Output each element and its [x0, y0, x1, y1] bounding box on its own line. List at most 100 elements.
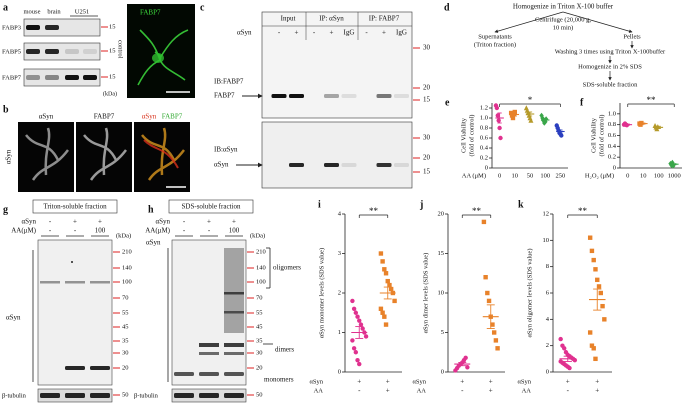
data-point — [378, 251, 384, 256]
condition-label: - — [49, 218, 52, 226]
band — [224, 292, 244, 295]
band — [341, 94, 357, 98]
micrograph — [127, 4, 195, 98]
condition-name: αSyn — [155, 218, 170, 226]
lane-label: + — [330, 29, 334, 37]
y-tick-label: 0.4 — [480, 144, 489, 151]
artifact — [71, 261, 73, 263]
y-tick-label: 0.6 — [608, 132, 617, 139]
title-box — [168, 199, 254, 214]
marker-label: 35 — [122, 337, 129, 344]
data-point — [382, 314, 387, 319]
data-point — [528, 117, 534, 123]
data-point — [481, 219, 487, 225]
data-point — [567, 365, 572, 371]
significance-label: ** — [472, 206, 482, 216]
condition-label: - — [183, 227, 186, 235]
band — [224, 352, 244, 355]
band — [324, 163, 339, 167]
condition-label: + — [207, 218, 211, 226]
y-tick-label: 0 — [613, 164, 616, 171]
x-tick-label: 0 — [498, 172, 501, 179]
data-point — [485, 290, 490, 296]
band — [271, 94, 287, 98]
y-tick-label: 10 — [438, 289, 445, 296]
band — [174, 393, 194, 398]
band — [90, 393, 110, 398]
marker-label: 55 — [256, 309, 263, 316]
ib-label: IB:FABP7 — [214, 78, 244, 86]
condition-name: αSyn — [309, 378, 323, 385]
y-tick-label: 0.8 — [480, 124, 488, 131]
column-label: FABP7 — [94, 113, 115, 121]
band — [65, 281, 85, 284]
y-tick-label: 1 — [338, 329, 341, 336]
condition-label: + — [489, 387, 493, 395]
data-point — [363, 334, 369, 339]
y-tick-label: 6 — [546, 289, 550, 296]
data-point — [383, 322, 389, 327]
data-point — [508, 110, 514, 116]
group-label: IP: FABP7 — [369, 15, 400, 23]
arrow — [494, 11, 564, 33]
data-point — [463, 355, 468, 360]
condition-name: αSyn — [517, 378, 531, 385]
band — [26, 75, 40, 80]
y-tick-label: 0 — [338, 368, 341, 375]
group-label: IP: αSyn — [319, 15, 344, 23]
data-point — [495, 346, 500, 351]
marker-label: 70 — [256, 294, 263, 301]
data-point — [559, 133, 564, 138]
marker-label: 210 — [122, 248, 132, 255]
panel-label: i — [318, 199, 321, 210]
flow-step: Homogenize in 2% SDS — [578, 63, 642, 70]
condition-label: - — [567, 387, 570, 395]
blot — [261, 11, 413, 119]
data-point — [494, 105, 500, 111]
band — [199, 372, 219, 376]
band — [224, 311, 244, 314]
flow-step: Homogenize in Triton X-100 buffer — [513, 3, 614, 11]
data-point — [351, 306, 357, 311]
data-point — [383, 271, 389, 276]
side-label: αSyn — [146, 239, 161, 247]
y-axis-label: (fold of control) — [598, 115, 605, 157]
unit-label: (kDa) — [116, 232, 131, 239]
smear — [224, 248, 244, 333]
data-point — [600, 303, 605, 309]
panel-label: f — [580, 97, 584, 108]
x-axis-label: H₂O₂ (μM) — [585, 172, 614, 179]
cells — [83, 127, 127, 181]
blot — [261, 121, 413, 189]
condition-label: + — [386, 378, 390, 386]
x-tick-label: 50 — [527, 172, 534, 179]
row-label: FABP5 — [2, 48, 21, 55]
y-tick-label: 15 — [438, 250, 445, 257]
band — [376, 163, 392, 167]
lane-label: IgG — [396, 29, 407, 37]
flow-step: Centrifuge (20,000 g, — [535, 16, 591, 23]
data-point — [558, 336, 563, 342]
species-label: oligomers — [273, 264, 301, 272]
band — [394, 94, 409, 98]
band — [224, 393, 244, 398]
data-point — [591, 346, 596, 351]
condition-name: αSyn — [21, 218, 36, 226]
significance-label: ** — [647, 95, 657, 105]
band — [26, 25, 40, 30]
y-tick-label: 5 — [441, 329, 444, 336]
y-axis-label: αSyn oligomer levels (SDS value) — [526, 249, 533, 338]
x-tick-label: 0 — [626, 172, 629, 179]
x-tick-label: 10 — [640, 172, 647, 179]
y-tick-label: 2 — [338, 289, 341, 296]
y-tick-label: 0 — [441, 368, 444, 375]
data-point — [358, 322, 364, 327]
row-label: FABP3 — [2, 24, 21, 31]
blot-title: Triton-soluble fraction — [43, 203, 107, 211]
marker-label: 35 — [256, 337, 263, 344]
x-tick-label: 1000 — [668, 172, 681, 179]
condition-label: + — [73, 218, 77, 226]
condition-label: - — [74, 227, 77, 235]
x-axis-label: AA (μM) — [462, 172, 486, 179]
y-tick-label: 12 — [543, 210, 550, 217]
